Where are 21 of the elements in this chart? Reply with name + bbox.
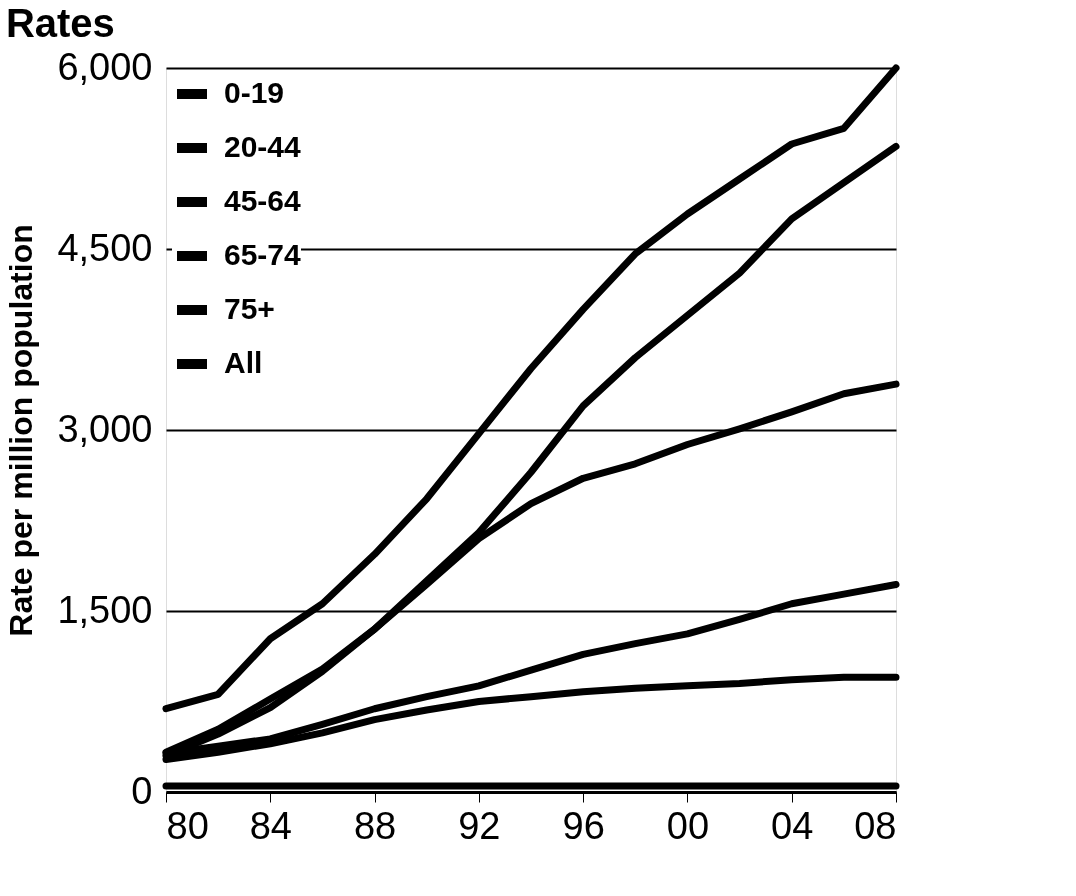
y-tick-label: 3,000 bbox=[57, 407, 153, 450]
legend-label: 45-64 bbox=[224, 184, 302, 217]
legend-label: All bbox=[224, 346, 263, 379]
legend-label: 65-74 bbox=[224, 238, 302, 271]
x-tick-label: 00 bbox=[666, 804, 710, 847]
x-tick-label: 80 bbox=[166, 804, 209, 847]
x-tick-label: 92 bbox=[458, 804, 501, 847]
legend-label: 20-44 bbox=[224, 130, 302, 163]
y-tick-label: 1,500 bbox=[57, 588, 153, 631]
x-tick-label: 88 bbox=[353, 804, 397, 847]
x-tick-label: 08 bbox=[854, 804, 897, 847]
y-tick-label: 0 bbox=[131, 769, 153, 812]
chart-title: Rates bbox=[5, 1, 115, 45]
y-tick-label: 4,500 bbox=[57, 226, 153, 269]
legend-label: 0-19 bbox=[224, 76, 285, 109]
y-axis-title: Rate per million population bbox=[3, 224, 40, 637]
x-tick-label: 04 bbox=[771, 804, 814, 847]
legend-label: 75+ bbox=[224, 292, 275, 325]
x-tick-label: 96 bbox=[562, 804, 605, 847]
x-tick-label: 84 bbox=[249, 804, 292, 847]
y-tick-label: 6,000 bbox=[57, 45, 153, 88]
